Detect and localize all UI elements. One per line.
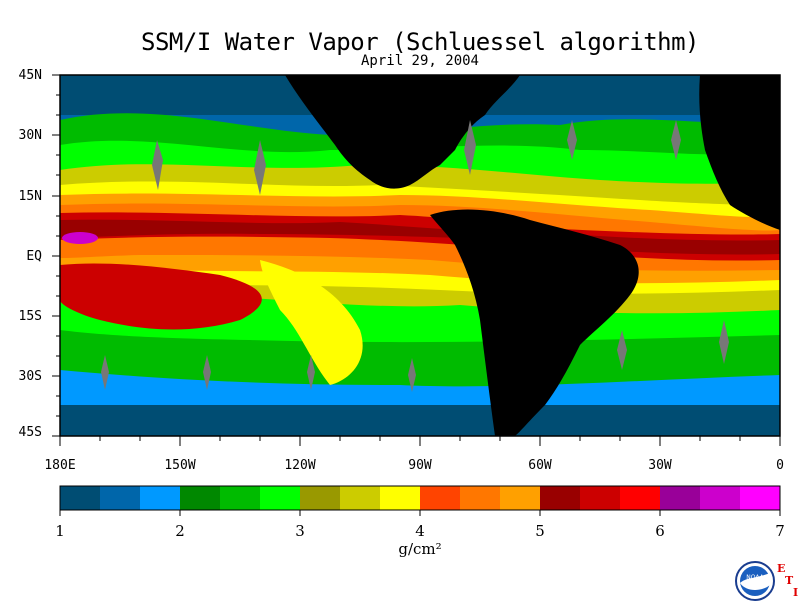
colorbar-swatch (140, 486, 181, 510)
colorbar-swatch (500, 486, 541, 510)
colorbar (59, 485, 781, 516)
noaa-logo-text: NOAA (746, 574, 764, 581)
lat-label-45n: 45N (18, 68, 42, 83)
data-gap-6 (101, 355, 109, 390)
lat-label-30n: 30N (18, 128, 42, 143)
colorbar-swatch (60, 486, 101, 510)
lat-label-45s: 45S (18, 425, 42, 440)
colorbar-swatch (620, 486, 661, 510)
lon-label-60w: 60W (528, 458, 552, 473)
lat-label-15n: 15N (18, 189, 42, 204)
colorbar-label-4: 4 (415, 522, 425, 540)
peak-magenta (62, 232, 98, 244)
colorbar-swatch (260, 486, 301, 510)
south-dry-band (60, 400, 780, 436)
colorbar-swatch (660, 486, 701, 510)
colorbar-swatch (460, 486, 501, 510)
map-date: April 29, 2004 (360, 53, 479, 69)
lon-label-180e: 180E (44, 458, 76, 473)
south-pacific-red (60, 263, 262, 330)
lat-label-eq: EQ (26, 249, 42, 264)
map-field (60, 75, 780, 436)
colorbar-swatch (540, 486, 581, 510)
colorbar-swatch (220, 486, 261, 510)
data-gap-8 (307, 355, 315, 390)
lon-label-90w: 90W (408, 458, 432, 473)
colorbar-units: g/cm² (398, 540, 442, 558)
colorbar-swatch (340, 486, 381, 510)
data-gap-4 (567, 120, 577, 160)
lon-label-120w: 120W (284, 458, 316, 473)
noaa-logo: NOAA (735, 561, 775, 601)
south-america-land (430, 209, 639, 436)
colorbar-swatch (100, 486, 141, 510)
colorbar-swatch (180, 486, 221, 510)
logo-letter-e: E (777, 562, 786, 575)
colorbar-swatch (420, 486, 461, 510)
lat-ticks (52, 74, 60, 437)
colorbar-label-7: 7 (775, 522, 785, 540)
data-gap-1 (152, 140, 163, 190)
data-gap-10 (617, 330, 627, 370)
colorbar-label-5: 5 (535, 522, 545, 540)
africa-land (699, 75, 780, 230)
north-america-land (285, 75, 520, 189)
data-gap-2 (254, 140, 266, 195)
colorbar-label-2: 2 (175, 522, 185, 540)
lon-label-30w: 30W (648, 458, 672, 473)
diagonal-moist-tongue (260, 260, 363, 385)
lat-label-30s: 30S (18, 369, 42, 384)
colorbar-swatch (300, 486, 341, 510)
lon-label-150w: 150W (164, 458, 196, 473)
itcz-dark-red (60, 219, 460, 238)
colorbar-swatch (380, 486, 421, 510)
colorbar-swatch (740, 486, 781, 510)
lon-label-0: 0 (776, 458, 784, 473)
logo-letter-i: I (793, 586, 799, 599)
data-gap-3 (464, 120, 476, 175)
colorbar-label-6: 6 (655, 522, 665, 540)
data-gap-5 (671, 120, 681, 160)
data-gap-11 (719, 320, 729, 364)
data-gap-7 (203, 355, 211, 390)
data-gap-9 (408, 358, 416, 392)
lon-ticks (59, 436, 781, 446)
lat-label-15s: 15S (18, 309, 42, 324)
map-title: SSM/I Water Vapor (Schluessel algorithm) (141, 28, 699, 56)
colorbar-swatch (700, 486, 741, 510)
colorbar-label-3: 3 (295, 522, 305, 540)
colorbar-swatch (580, 486, 621, 510)
logo-letter-t: T (785, 574, 794, 587)
colorbar-label-1: 1 (55, 522, 65, 540)
